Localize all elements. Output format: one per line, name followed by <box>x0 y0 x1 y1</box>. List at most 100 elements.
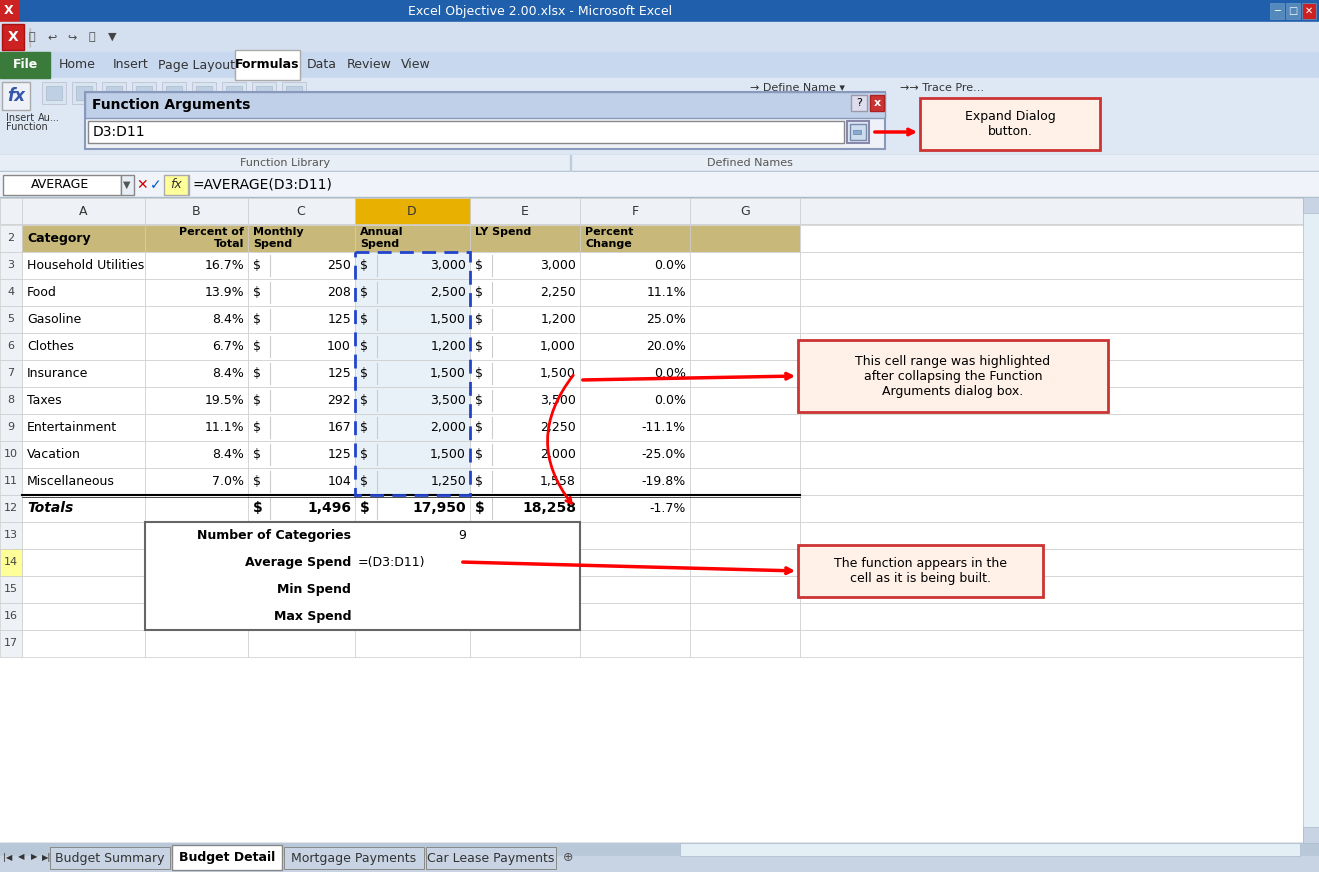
Text: 11: 11 <box>4 476 18 486</box>
Text: $: $ <box>475 312 483 325</box>
Text: 8: 8 <box>8 395 15 405</box>
Text: $: $ <box>475 501 485 515</box>
Text: 6: 6 <box>8 341 15 351</box>
Bar <box>145 198 248 224</box>
Text: |◀: |◀ <box>4 853 13 862</box>
Text: 13.9%: 13.9% <box>204 285 244 298</box>
Bar <box>801 441 1319 468</box>
Bar <box>3 82 30 110</box>
Bar <box>145 441 248 468</box>
Text: ▼: ▼ <box>123 180 131 190</box>
Bar <box>84 92 885 118</box>
Bar <box>470 387 580 414</box>
Text: 17,950: 17,950 <box>413 501 466 515</box>
Text: E: E <box>521 205 529 217</box>
Bar <box>580 603 690 630</box>
Text: D3:D11: D3:D11 <box>94 125 145 139</box>
Text: 25.0%: 25.0% <box>646 312 686 325</box>
Bar <box>0 171 1319 172</box>
Bar <box>355 495 470 522</box>
Text: $: $ <box>360 501 369 515</box>
Text: =(D3:D11): =(D3:D11) <box>357 555 426 569</box>
Bar <box>470 549 580 576</box>
Bar <box>0 252 22 279</box>
Text: 14: 14 <box>4 557 18 567</box>
Text: Car Lease Payments: Car Lease Payments <box>427 851 555 864</box>
Text: $: $ <box>360 366 368 379</box>
Bar <box>355 441 470 468</box>
Bar <box>355 603 470 630</box>
Bar <box>355 279 470 306</box>
Text: Function: Function <box>7 122 47 132</box>
Bar <box>1303 827 1319 843</box>
Bar <box>286 86 302 100</box>
Bar <box>248 198 355 224</box>
Bar <box>355 576 470 603</box>
Bar <box>0 0 1319 22</box>
Bar <box>145 225 248 252</box>
Text: Spend: Spend <box>253 239 291 249</box>
Text: -1.7%: -1.7% <box>650 501 686 514</box>
Bar <box>470 360 580 387</box>
Text: 3: 3 <box>8 260 15 270</box>
Text: 20.0%: 20.0% <box>646 339 686 352</box>
Bar <box>355 252 470 495</box>
Text: D: D <box>408 205 417 217</box>
Text: 1,000: 1,000 <box>539 339 576 352</box>
Text: 6.7%: 6.7% <box>212 339 244 352</box>
Bar <box>355 549 470 576</box>
Bar <box>0 198 22 224</box>
Bar <box>580 549 690 576</box>
Bar <box>0 441 22 468</box>
Bar <box>284 847 423 869</box>
Text: Change: Change <box>586 239 632 249</box>
Bar <box>248 549 355 576</box>
Text: 15: 15 <box>4 584 18 594</box>
Text: 8.4%: 8.4% <box>212 366 244 379</box>
Bar <box>0 52 50 78</box>
Text: $: $ <box>475 393 483 406</box>
Bar <box>355 225 470 252</box>
Text: $: $ <box>360 447 368 460</box>
Text: Total: Total <box>214 239 244 249</box>
Bar <box>871 95 884 111</box>
Text: $: $ <box>475 339 483 352</box>
Text: $: $ <box>253 258 261 271</box>
Text: -19.8%: -19.8% <box>642 474 686 487</box>
Bar <box>580 441 690 468</box>
Text: $: $ <box>475 366 483 379</box>
Bar <box>470 522 580 549</box>
Text: 2,250: 2,250 <box>541 420 576 433</box>
Bar <box>798 545 1043 597</box>
Text: Taxes: Taxes <box>26 393 62 406</box>
Text: 2,000: 2,000 <box>430 420 466 433</box>
Bar <box>681 843 1301 856</box>
Text: →→ Trace Pre...: →→ Trace Pre... <box>900 83 984 93</box>
Bar <box>0 549 22 576</box>
Bar <box>0 333 22 360</box>
Bar <box>22 441 145 468</box>
Text: 4: 4 <box>8 287 15 297</box>
Text: $: $ <box>253 285 261 298</box>
Text: Category: Category <box>26 231 91 244</box>
Bar <box>801 414 1319 441</box>
Text: $: $ <box>360 393 368 406</box>
Text: 19.5%: 19.5% <box>204 393 244 406</box>
Bar <box>355 333 470 360</box>
Text: 3,500: 3,500 <box>430 393 466 406</box>
Text: 2,000: 2,000 <box>539 447 576 460</box>
Bar <box>248 387 355 414</box>
Bar <box>248 252 355 279</box>
Bar <box>690 333 801 360</box>
Text: 10: 10 <box>4 449 18 459</box>
Bar <box>22 549 145 576</box>
Bar <box>580 468 690 495</box>
Bar <box>690 576 801 603</box>
Text: Formulas: Formulas <box>235 58 299 72</box>
Text: x: x <box>873 98 881 108</box>
Bar <box>580 306 690 333</box>
Text: View: View <box>401 58 431 72</box>
Text: fx: fx <box>7 87 25 105</box>
Text: $: $ <box>475 447 483 460</box>
Text: Excel Objective 2.00.xlsx - Microsoft Excel: Excel Objective 2.00.xlsx - Microsoft Ex… <box>408 4 673 17</box>
